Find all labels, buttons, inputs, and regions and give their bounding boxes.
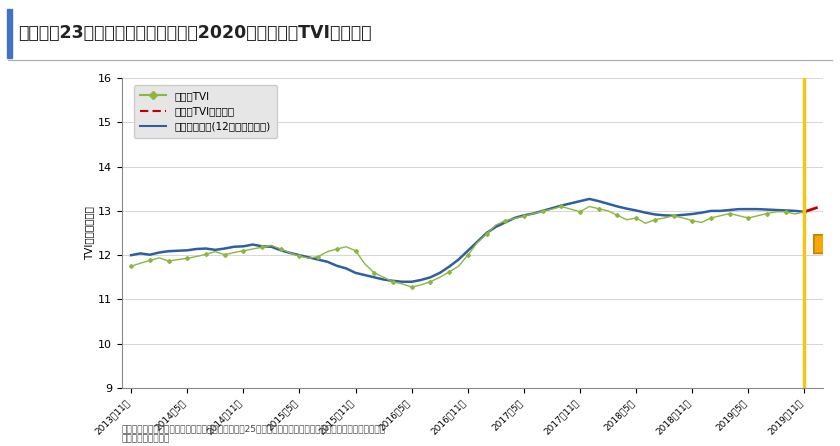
Y-axis label: TVI（ポイント）: TVI（ポイント） bbox=[84, 206, 94, 260]
Legend: 空室率TVI, 空室率TVI推移予測, 需給ギャップ(12か月移動平均): 空室率TVI, 空室率TVI推移予測, 需給ギャップ(12か月移動平均) bbox=[134, 85, 277, 138]
FancyArrow shape bbox=[814, 229, 840, 260]
Text: 出所：総務省　国勢調査、住民基本台帳月報、平成25年度住宅・土地統計調査、国土交通省　住宅着工統計
分析：株式会社タス: 出所：総務省 国勢調査、住民基本台帳月報、平成25年度住宅・土地統計調査、国土交… bbox=[122, 425, 386, 444]
Text: 図　東京23区の需給ギャップ推移と2020年の空室率TVI推移予測: 図 東京23区の需給ギャップ推移と2020年の空室率TVI推移予測 bbox=[18, 25, 372, 42]
